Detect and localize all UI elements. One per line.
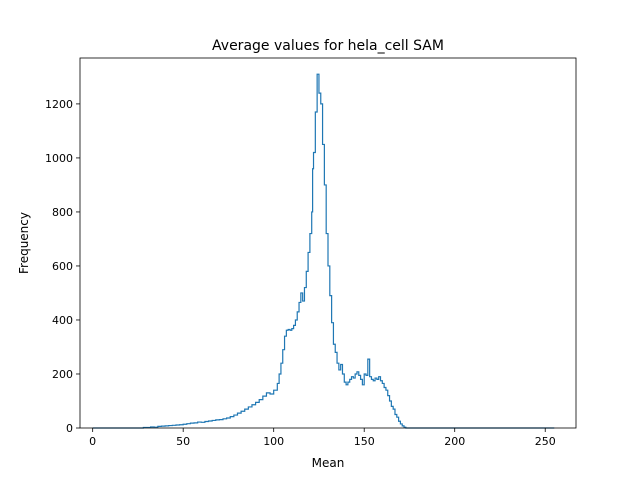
- x-tick-label: 200: [444, 435, 465, 448]
- x-tick-label: 0: [89, 435, 96, 448]
- y-tick-label: 200: [52, 368, 73, 381]
- histogram-step-line: [92, 73, 555, 429]
- y-axis: 0 200 400 600 800 1000 1200: [45, 98, 80, 435]
- x-axis: 0 50 100 150 200 250: [89, 428, 556, 448]
- y-tick-label: 600: [52, 260, 73, 273]
- y-tick-label: 0: [66, 422, 73, 435]
- x-tick-label: 150: [354, 435, 375, 448]
- chart-title: Average values for hela_cell SAM: [212, 38, 444, 54]
- y-tick-label: 400: [52, 314, 73, 327]
- x-axis-label: Mean: [312, 456, 345, 470]
- axes-frame: [79, 57, 577, 429]
- plot-area: [92, 73, 555, 429]
- x-tick-label: 50: [176, 435, 190, 448]
- x-tick-label: 100: [263, 435, 284, 448]
- y-tick-label: 1200: [45, 98, 73, 111]
- y-axis-label: Frequency: [17, 212, 31, 274]
- x-tick-label: 250: [535, 435, 556, 448]
- y-tick-label: 800: [52, 206, 73, 219]
- y-tick-label: 1000: [45, 152, 73, 165]
